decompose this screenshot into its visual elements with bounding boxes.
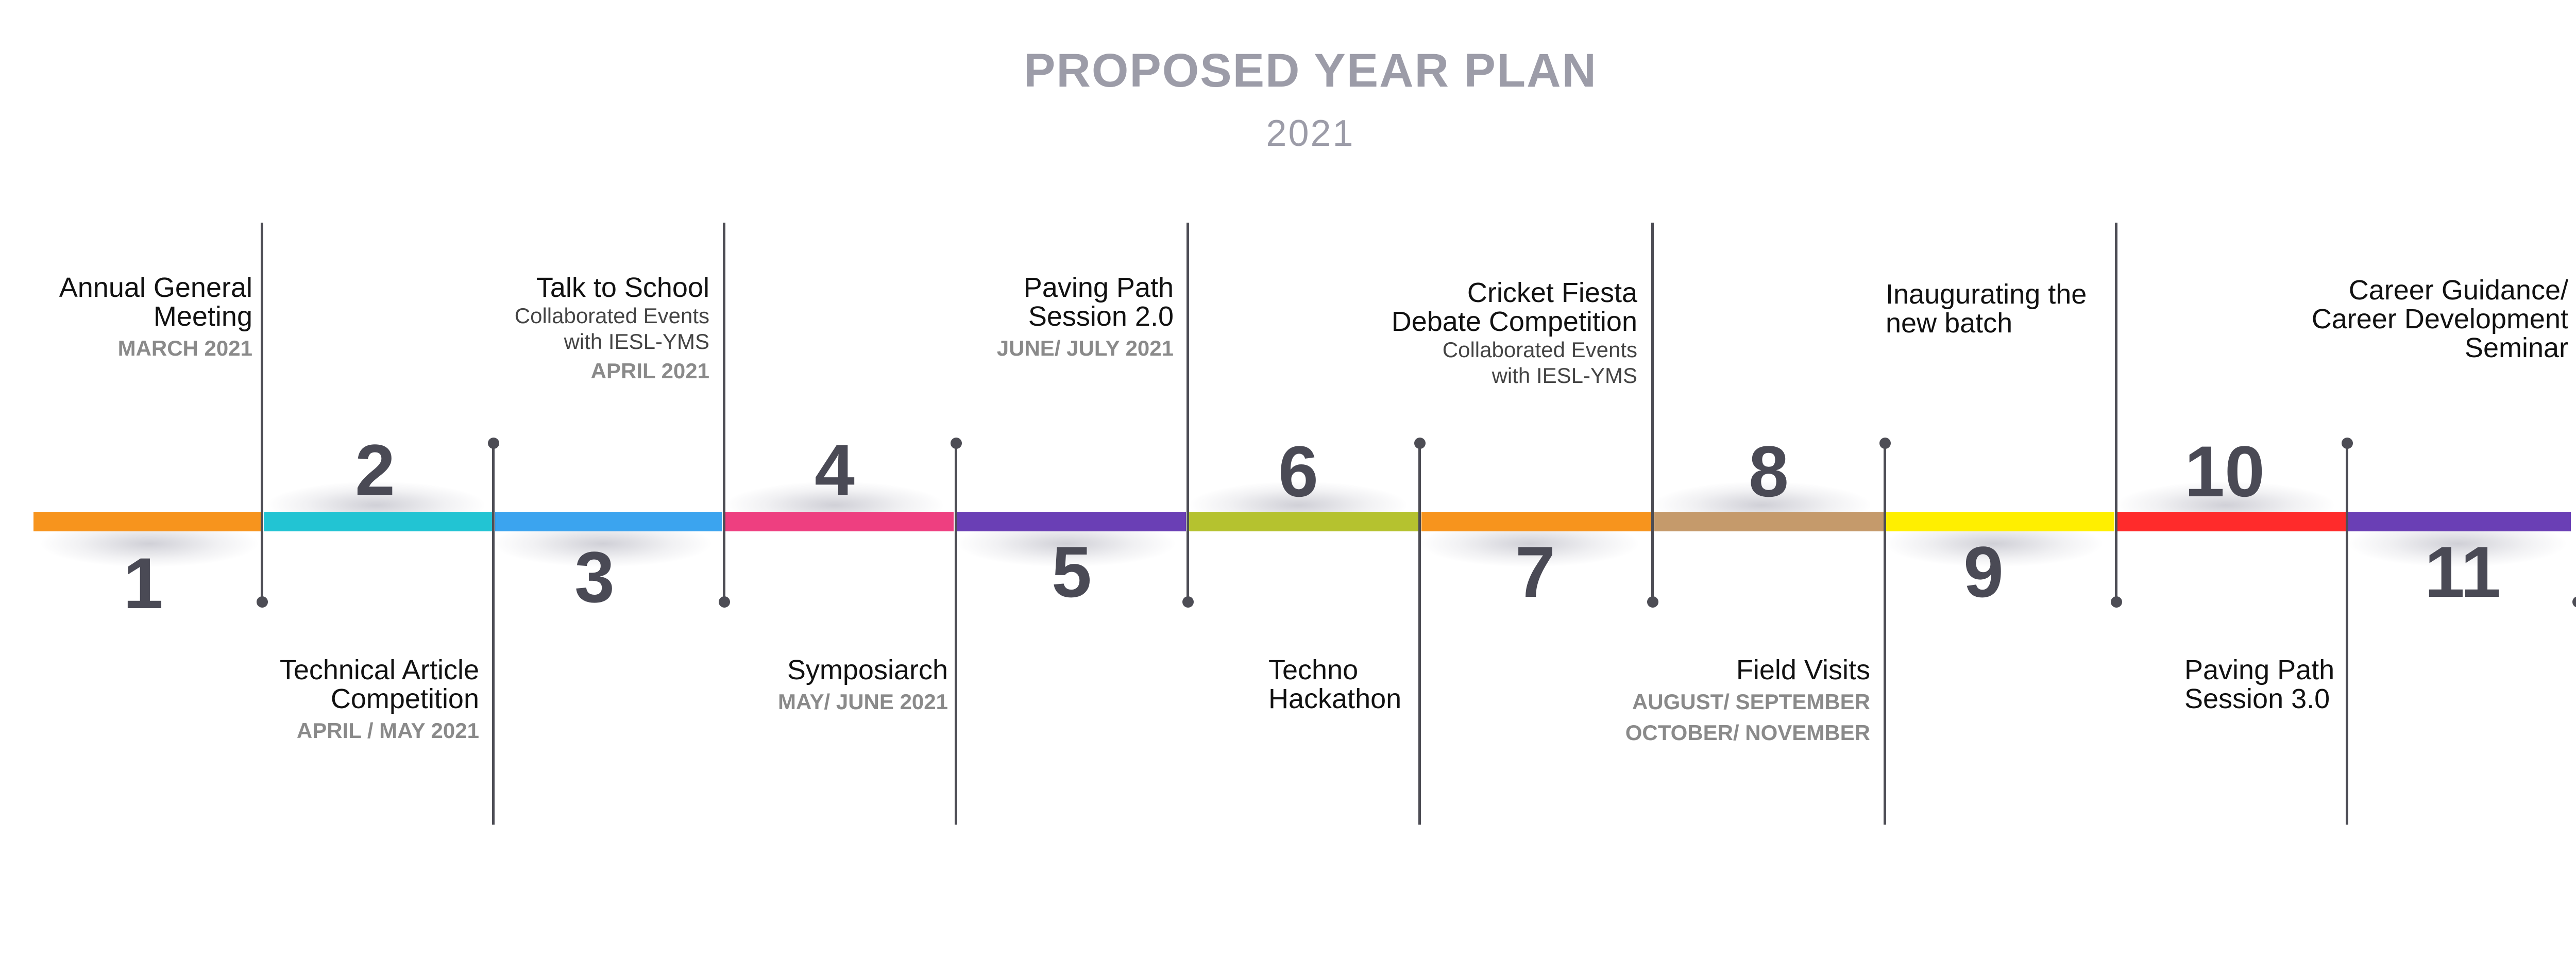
connector-line	[2346, 443, 2348, 825]
timeline-segment-2	[264, 512, 492, 531]
milestone-number-6: 6	[1278, 431, 1318, 512]
milestone-note: Collaborated Events	[1442, 338, 1637, 362]
milestone-note: with IESL-YMS	[1492, 363, 1637, 388]
connector-line	[1884, 443, 1886, 825]
timeline-segment-1	[33, 512, 262, 531]
milestone-date: JUNE/ JULY 2021	[996, 336, 1174, 360]
milestone-date: AUGUST/ SEPTEMBER	[1632, 690, 1870, 714]
page-subtitle-year: 2021	[1266, 113, 1355, 154]
milestone-title: Competition	[330, 683, 479, 714]
milestone-title: Debate Competition	[1391, 306, 1637, 337]
milestone-date: MAY/ JUNE 2021	[778, 690, 948, 714]
connector-line	[492, 443, 495, 825]
timeline-segment-6	[1189, 512, 1418, 531]
connector-dot	[488, 438, 499, 449]
milestone-title: Talk to School	[536, 272, 709, 303]
timeline-segment-3	[495, 512, 722, 531]
timeline-segment-5	[956, 512, 1186, 531]
milestone-label-5: Paving Path Session 2.0 JUNE/ JULY 2021	[710, 273, 1174, 362]
milestone-label-11: Career Guidance/Career Development Semina…	[2105, 276, 2568, 362]
milestone-label-4: Symposiarch MAY/ JUNE 2021	[484, 656, 948, 715]
milestone-number-2: 2	[355, 429, 395, 510]
milestone-note: with IESL-YMS	[564, 329, 709, 354]
connector-dot	[2342, 438, 2353, 449]
milestone-label-8: Field Visits AUGUST/ SEPTEMBER OCTOBER/ NO…	[1406, 656, 1870, 746]
milestone-number-10: 10	[2184, 431, 2265, 512]
milestone-number-7: 7	[1515, 531, 1555, 612]
connector-line	[955, 443, 957, 825]
milestone-label-7: Cricket Fiesta Debate Competition Collabor…	[1174, 278, 1637, 388]
milestone-title: Paving Path	[1023, 272, 1174, 303]
connector-dot	[1414, 438, 1426, 449]
milestone-title: Session 2.0	[1028, 301, 1174, 332]
timeline-segment-9	[1886, 512, 2114, 531]
connector-dot	[2111, 596, 2122, 608]
milestone-title: Techno	[1268, 655, 1359, 685]
milestone-number-4: 4	[815, 429, 855, 510]
milestone-title: Symposiarch	[787, 655, 948, 685]
milestone-title: new batch	[1886, 308, 2013, 339]
connector-dot	[719, 596, 730, 608]
milestone-title: Technical Article	[279, 655, 479, 685]
timeline-segment-4	[725, 512, 954, 531]
milestone-label-1: Annual General Meeting MARCH 2021	[0, 273, 252, 362]
milestone-date: MARCH 2021	[117, 336, 252, 360]
connector-line	[261, 223, 263, 602]
connector-dot	[1182, 596, 1194, 608]
timeline-segment-7	[1421, 512, 1651, 531]
milestone-number-8: 8	[1749, 431, 1789, 512]
milestone-date: APRIL 2021	[590, 359, 709, 383]
milestone-number-5: 5	[1052, 531, 1092, 612]
connector-dot	[2572, 596, 2576, 608]
milestone-title: Career Development	[2311, 304, 2568, 334]
milestone-date: APRIL / MAY 2021	[296, 718, 479, 743]
milestone-label-2: Technical Article Competition APRIL / MAY …	[15, 656, 479, 744]
milestone-number-1: 1	[123, 543, 163, 624]
connector-line	[1418, 443, 1421, 825]
milestone-title: Hackathon	[1268, 683, 1402, 714]
milestone-label-10: Paving Path Session 3.0	[2184, 656, 2576, 713]
connector-line	[2115, 223, 2117, 602]
milestone-title: Inaugurating the	[1886, 279, 2087, 310]
milestone-title: Field Visits	[1736, 655, 1870, 685]
milestone-date: OCTOBER/ NOVEMBER	[1625, 720, 1870, 745]
milestone-title: Paving Path	[2184, 655, 2335, 685]
milestone-label-3: Talk to School Collaborated Events with IE…	[246, 273, 709, 384]
timeline-segment-11	[2348, 512, 2571, 531]
milestone-title: Session 3.0	[2184, 683, 2330, 714]
milestone-label-6: Techno Hackathon	[1268, 656, 1732, 713]
milestone-title: Annual General	[59, 272, 252, 303]
milestone-number-3: 3	[574, 537, 615, 617]
timeline-segment-8	[1654, 512, 1884, 531]
connector-dot	[951, 438, 962, 449]
connector-line	[1187, 223, 1189, 602]
milestone-number-11: 11	[2425, 531, 2501, 612]
page-title: PROPOSED YEAR PLAN	[1024, 44, 1597, 97]
milestone-title: Career Guidance/	[2348, 275, 2568, 306]
milestone-number-9: 9	[1963, 531, 2004, 612]
timeline-segment-10	[2117, 512, 2346, 531]
connector-line	[1651, 223, 1654, 602]
connector-dot	[1647, 596, 1658, 608]
milestone-label-9: Inaugurating the new batch	[1886, 280, 2349, 338]
connector-dot	[257, 596, 268, 608]
milestone-title: Cricket Fiesta	[1467, 277, 1637, 308]
milestone-title: Meeting	[153, 301, 252, 332]
connector-dot	[1879, 438, 1891, 449]
milestone-note: Collaborated Events	[514, 304, 709, 328]
connector-line	[723, 223, 725, 602]
milestone-title: Seminar	[2464, 332, 2568, 363]
